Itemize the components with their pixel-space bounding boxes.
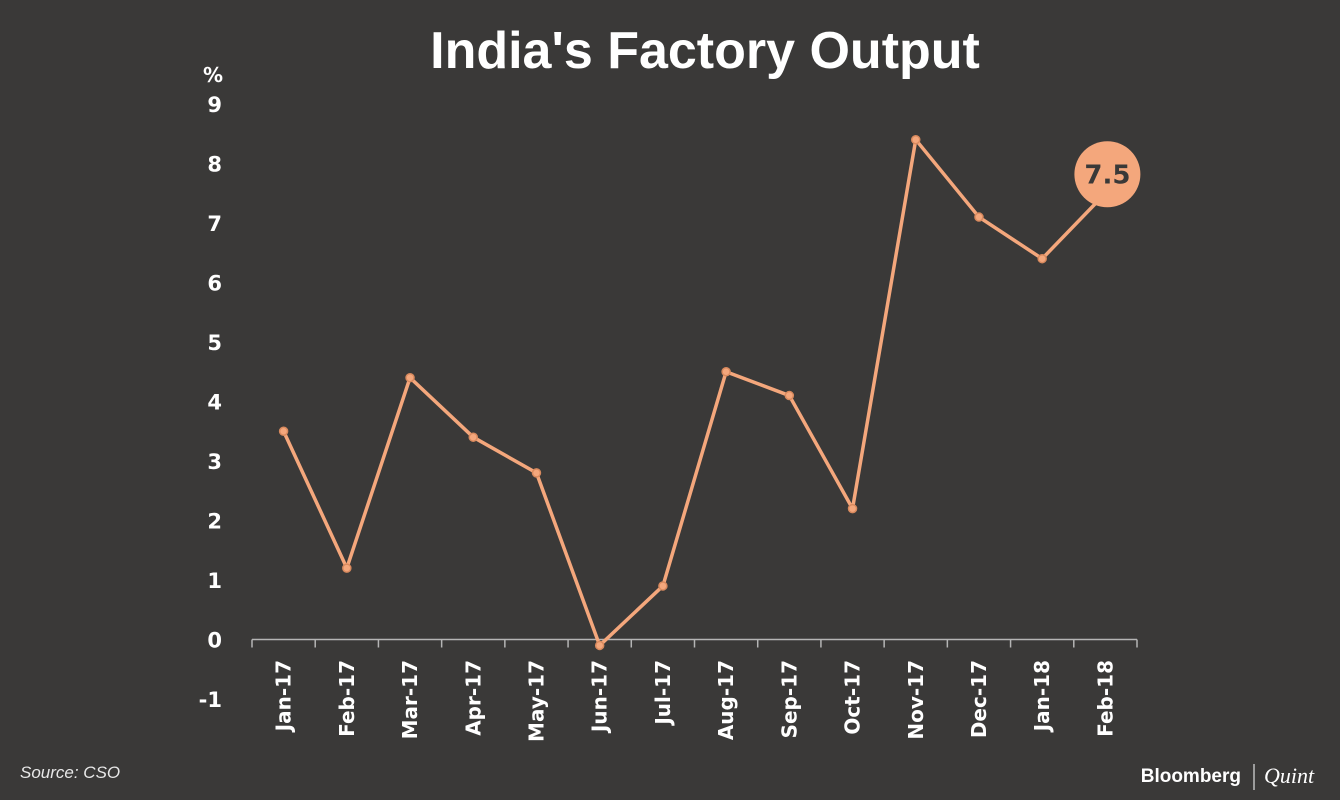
data-point [468,432,478,442]
y-tick-label: 0 [207,629,222,653]
data-point [974,212,984,222]
x-tick-label: Aug-17 [714,660,738,740]
brand-logo-secondary: Quint [1264,763,1315,788]
series-points [278,134,1047,651]
x-tick-label: Jul-17 [651,660,675,727]
y-axis-label: % [203,63,223,87]
data-point [847,503,858,514]
y-tick-label: 3 [207,450,222,474]
y-tick-label: 2 [207,510,222,534]
x-tick-label: Nov-17 [904,660,928,740]
data-point [278,426,289,436]
data-point [342,563,352,573]
y-axis: 9 8 7 6 5 4 3 2 1 0 -1 [199,93,222,712]
callout-label: 7.5 [1084,160,1130,190]
chart-title: India's Factory Output [430,22,980,80]
series-line [282,137,1107,648]
value-callout: 7.5 [1074,141,1141,208]
x-tick-label: Jan-18 [1030,660,1054,733]
x-tick-label: Dec-17 [967,660,991,738]
y-tick-label: 6 [207,272,222,296]
callout-circle [1074,141,1141,208]
x-tick-label: Mar-17 [398,660,422,739]
data-point [658,581,668,591]
brand-logo-primary: Bloomberg [1141,766,1241,787]
data-point [721,367,731,377]
y-tick-label: 4 [207,391,222,415]
x-tick-label: Jan-17 [272,660,296,733]
source-note: Source: CSO [20,763,120,782]
y-tick-label: 5 [207,331,222,355]
x-tick-label: Feb-18 [1093,660,1117,737]
data-point [911,134,921,145]
data-point [531,468,542,478]
x-axis: Jan-17 Feb-17 Mar-17 Apr-17 May-17 Jun-17 Jul-… [251,639,1138,742]
x-tick-label: Jun-17 [588,660,612,734]
x-tick-label: May-17 [524,660,548,742]
x-tick-label: Feb-17 [335,660,359,737]
x-tick-label: Apr-17 [461,660,485,736]
y-tick-label: 9 [207,93,222,117]
data-point [405,372,415,383]
y-tick-label: 1 [207,569,222,593]
y-tick-label: -1 [199,688,222,712]
data-point [784,390,795,401]
x-tick-label: Oct-17 [841,660,865,735]
y-tick-label: 8 [207,153,222,177]
x-tick-label: Sep-17 [777,660,801,738]
data-point [594,640,605,651]
data-point [1037,253,1047,264]
y-tick-label: 7 [207,212,222,236]
